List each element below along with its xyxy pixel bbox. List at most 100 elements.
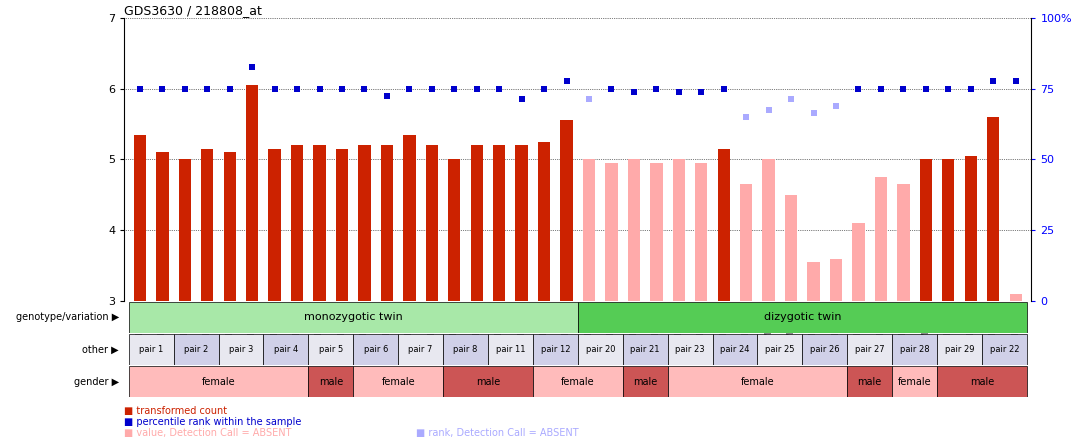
Bar: [246, 85, 258, 301]
Bar: [740, 184, 753, 301]
Bar: [129, 334, 174, 365]
Text: male: male: [970, 377, 994, 387]
Text: other ▶: other ▶: [82, 345, 119, 354]
Text: pair 11: pair 11: [496, 345, 525, 354]
Text: ■ rank, Detection Call = ABSENT: ■ rank, Detection Call = ABSENT: [416, 428, 579, 438]
Point: [805, 110, 822, 117]
Bar: [359, 145, 370, 301]
Bar: [623, 366, 667, 397]
Bar: [532, 366, 623, 397]
Text: pair 24: pair 24: [720, 345, 750, 354]
Bar: [762, 159, 774, 301]
Point: [513, 95, 530, 103]
Point: [244, 64, 261, 71]
Point: [940, 85, 957, 92]
Bar: [982, 334, 1027, 365]
Text: pair 1: pair 1: [139, 345, 163, 354]
Point: [580, 95, 597, 103]
Bar: [627, 159, 640, 301]
Bar: [578, 334, 623, 365]
Point: [311, 85, 328, 92]
Bar: [852, 223, 865, 301]
Bar: [129, 366, 308, 397]
Bar: [937, 366, 1027, 397]
Text: genotype/variation ▶: genotype/variation ▶: [15, 313, 119, 322]
Bar: [494, 145, 505, 301]
Bar: [443, 366, 532, 397]
Text: pair 27: pair 27: [855, 345, 885, 354]
Text: female: female: [741, 377, 774, 387]
Bar: [174, 334, 218, 365]
Point: [199, 85, 216, 92]
Point: [715, 85, 732, 92]
Text: female: female: [897, 377, 931, 387]
Bar: [937, 334, 982, 365]
Point: [468, 85, 485, 92]
Bar: [875, 177, 887, 301]
Bar: [224, 152, 235, 301]
Point: [917, 85, 934, 92]
Bar: [829, 258, 842, 301]
Text: pair 28: pair 28: [900, 345, 930, 354]
Bar: [448, 159, 460, 301]
Bar: [269, 149, 281, 301]
Bar: [308, 366, 353, 397]
Bar: [264, 334, 308, 365]
Point: [894, 85, 912, 92]
Bar: [892, 334, 937, 365]
Point: [625, 88, 643, 95]
Text: pair 7: pair 7: [408, 345, 433, 354]
Text: pair 21: pair 21: [631, 345, 660, 354]
Bar: [605, 163, 618, 301]
Text: male: male: [858, 377, 882, 387]
Bar: [291, 145, 303, 301]
Point: [490, 85, 508, 92]
Point: [355, 85, 373, 92]
Point: [266, 85, 283, 92]
Bar: [897, 184, 909, 301]
Bar: [532, 334, 578, 365]
Bar: [623, 334, 667, 365]
Bar: [336, 149, 348, 301]
Point: [873, 85, 890, 92]
Text: pair 26: pair 26: [810, 345, 839, 354]
Text: pair 22: pair 22: [989, 345, 1020, 354]
Text: female: female: [202, 377, 235, 387]
Bar: [353, 366, 443, 397]
Point: [401, 85, 418, 92]
Text: male: male: [476, 377, 500, 387]
Text: pair 25: pair 25: [765, 345, 795, 354]
Bar: [848, 334, 892, 365]
Point: [738, 113, 755, 120]
Point: [176, 85, 193, 92]
Text: pair 3: pair 3: [229, 345, 253, 354]
Text: pair 2: pair 2: [184, 345, 208, 354]
Text: ■ value, Detection Call = ABSENT: ■ value, Detection Call = ABSENT: [124, 428, 292, 438]
Bar: [808, 262, 820, 301]
Text: pair 23: pair 23: [675, 345, 705, 354]
Text: GDS3630 / 218808_at: GDS3630 / 218808_at: [124, 4, 262, 16]
Bar: [313, 145, 326, 301]
Text: pair 5: pair 5: [319, 345, 343, 354]
Bar: [403, 135, 416, 301]
Bar: [650, 163, 662, 301]
Text: ■ transformed count: ■ transformed count: [124, 406, 227, 416]
Bar: [673, 159, 685, 301]
Text: pair 8: pair 8: [454, 345, 477, 354]
Bar: [987, 117, 999, 301]
Bar: [488, 334, 532, 365]
Bar: [157, 152, 168, 301]
Bar: [848, 366, 892, 397]
Point: [671, 88, 688, 95]
Point: [692, 88, 710, 95]
Text: male: male: [319, 377, 343, 387]
Bar: [717, 149, 730, 301]
Point: [536, 85, 553, 92]
Bar: [583, 159, 595, 301]
Bar: [399, 334, 443, 365]
Point: [378, 92, 395, 99]
Text: male: male: [633, 377, 658, 387]
Bar: [892, 366, 937, 397]
Point: [985, 78, 1002, 85]
Point: [603, 85, 620, 92]
